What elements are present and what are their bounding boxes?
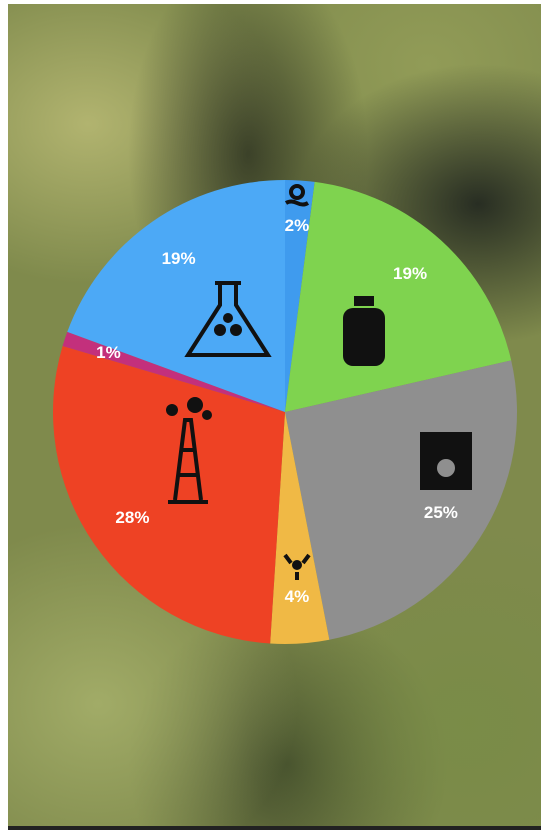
slice-label: 4% (285, 587, 310, 606)
biofuel-icon (184, 281, 272, 357)
slice-label: 28% (115, 508, 149, 527)
slice-label: 19% (393, 264, 427, 283)
slice (62, 331, 286, 412)
slice-label: 1% (96, 343, 121, 362)
slice-label: 19% (162, 249, 196, 268)
gas-icon (343, 296, 385, 366)
slice-label: 2% (285, 216, 310, 235)
slice (285, 181, 512, 412)
slice (285, 360, 517, 640)
coal-icon (420, 432, 472, 490)
slice (285, 180, 315, 412)
slices (52, 179, 517, 644)
labels: 2% 19% 25% 4% 28% 1% 19% (96, 216, 458, 606)
slice-label: 25% (424, 503, 458, 522)
hydro-icon (284, 184, 310, 207)
nuclear-icon (283, 553, 311, 580)
oil-icon (166, 397, 212, 504)
slice (52, 345, 286, 644)
slice (270, 412, 330, 644)
icons (166, 184, 472, 580)
